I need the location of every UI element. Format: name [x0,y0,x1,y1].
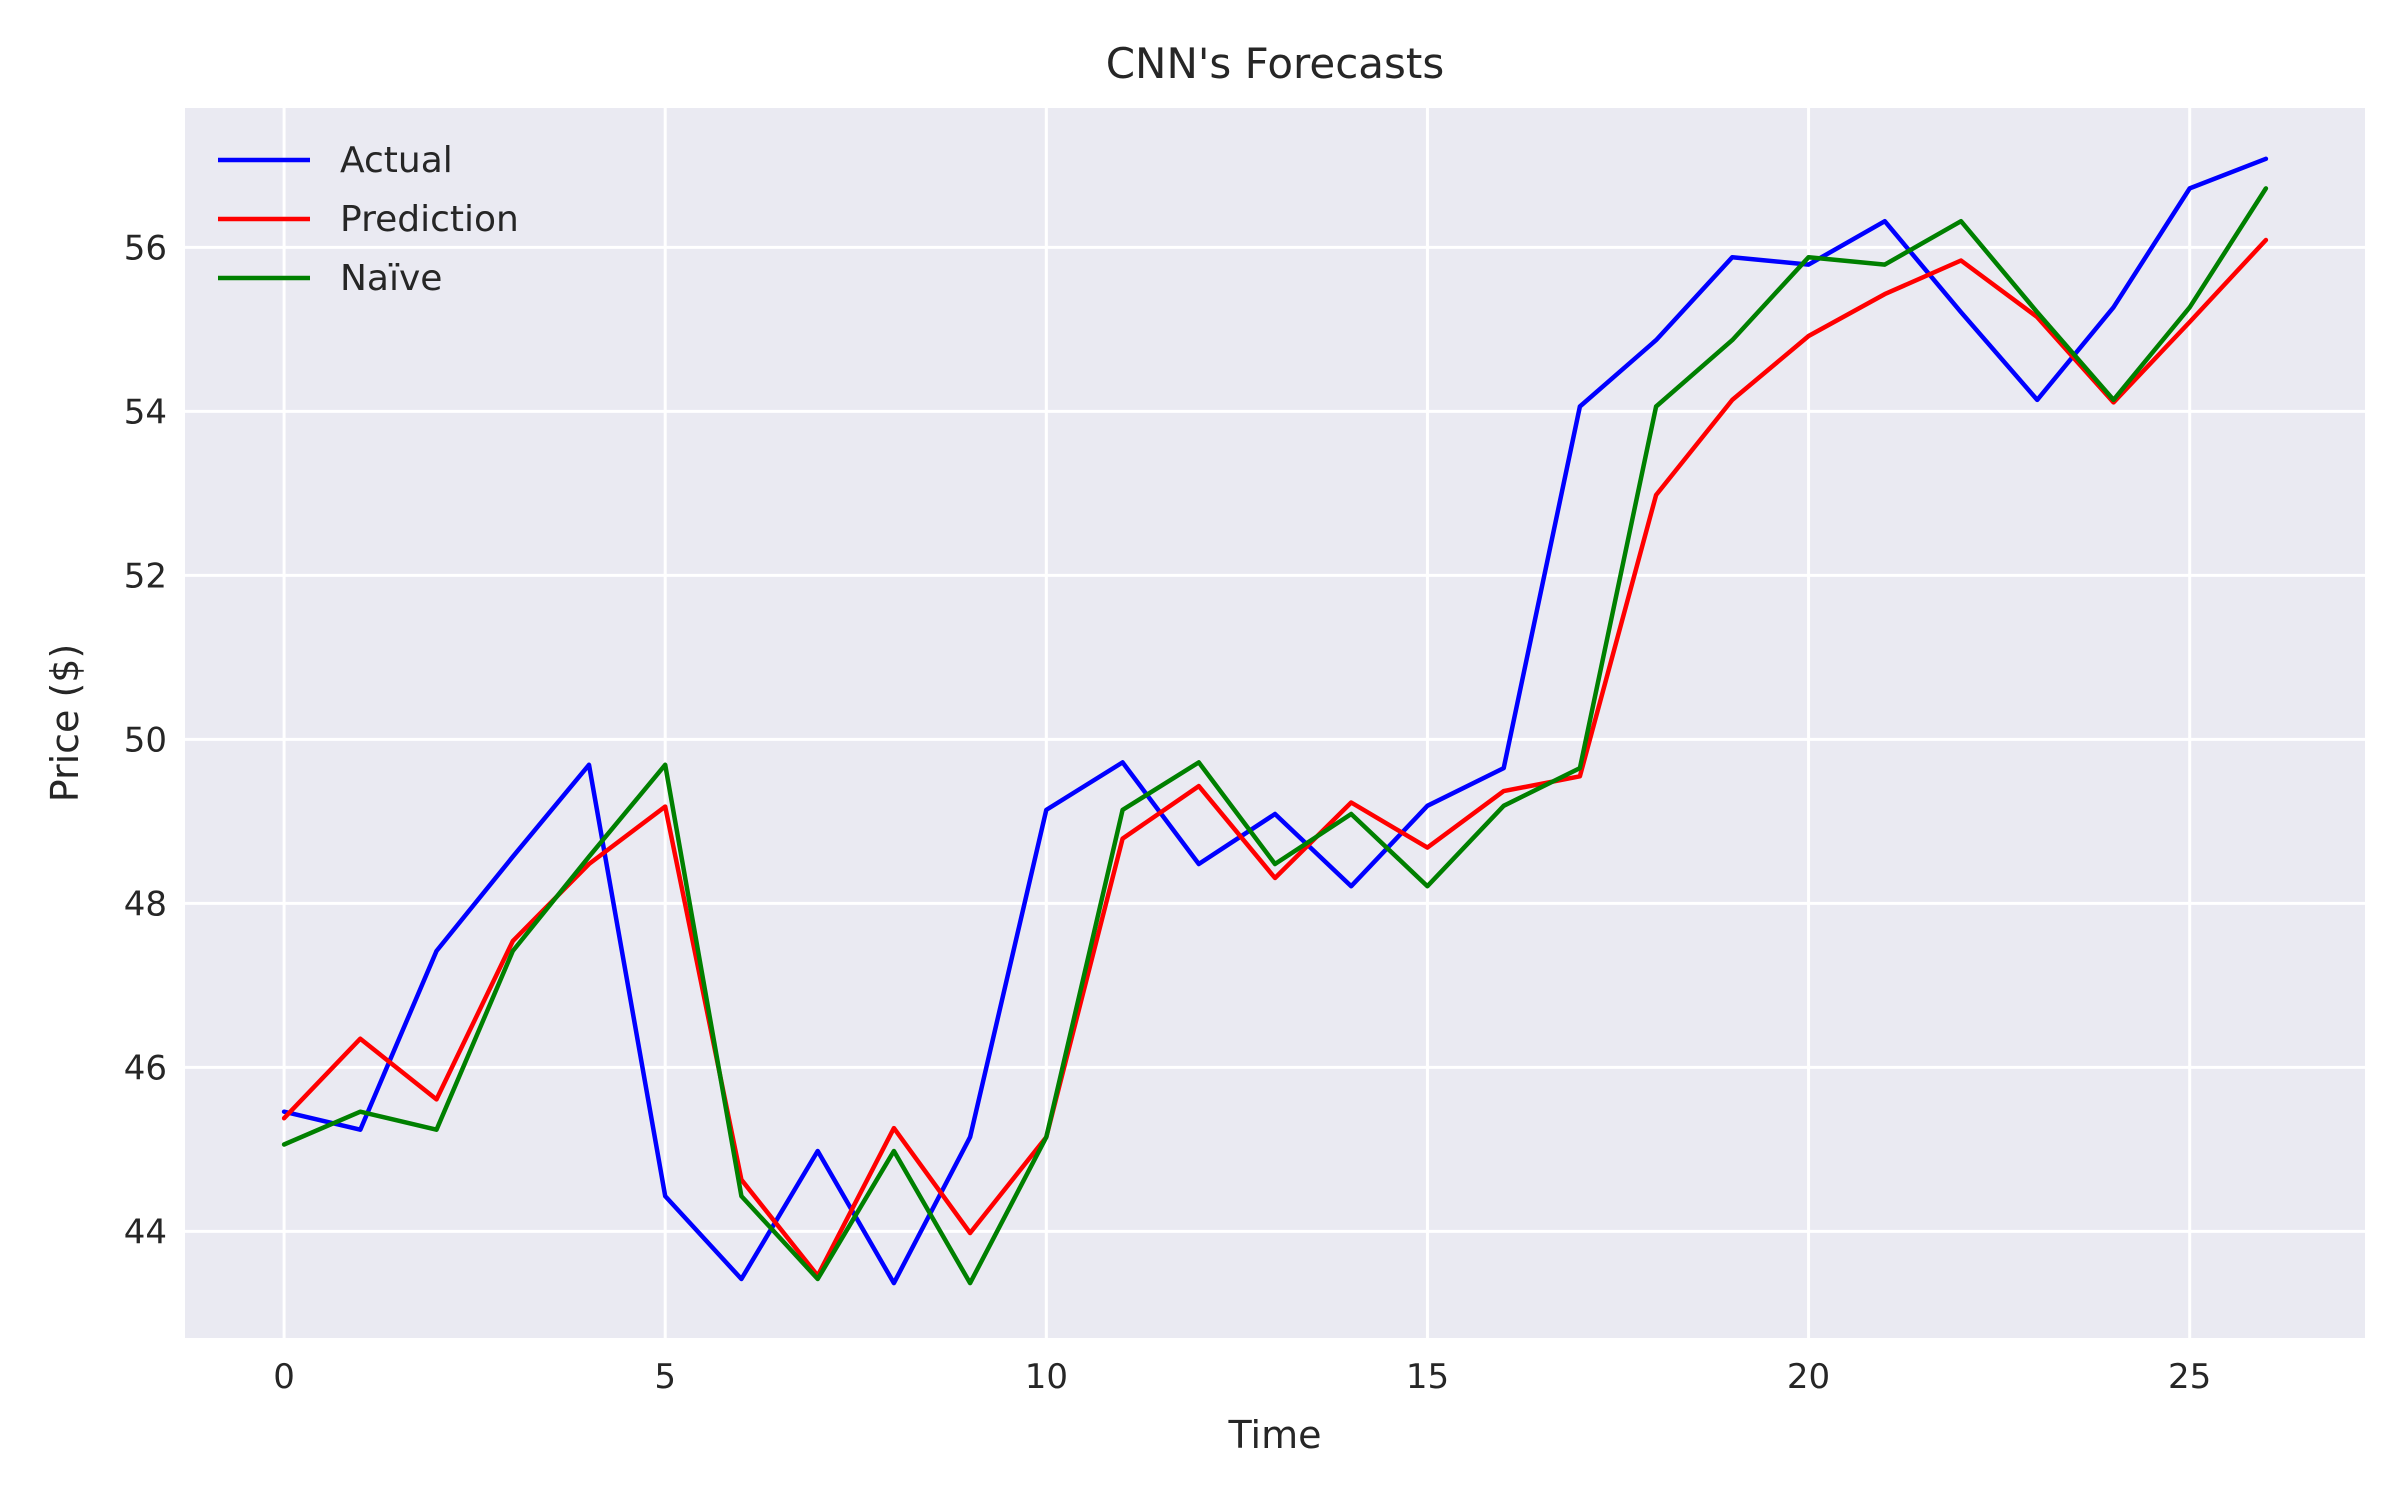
y-tick-label: 56 [124,228,167,268]
series-lines [281,156,2269,1286]
legend-label: Prediction [340,199,519,240]
y-tick-label: 46 [124,1048,167,1088]
y-tick-label: 44 [124,1212,167,1252]
plot-area [185,108,2365,1338]
legend-label: Naïve [340,258,442,299]
x-tick-label: 10 [1025,1357,1068,1397]
x-gridlines [282,108,2192,1338]
x-tick-label: 0 [273,1357,295,1397]
legend: Actual Prediction Naïve [218,140,519,299]
y-tick-label: 50 [124,720,167,760]
x-tick-label: 25 [2168,1357,2211,1397]
x-tick-label: 15 [1406,1357,1449,1397]
series-line-actual [281,156,2269,1286]
series-line-na-ve [281,186,2269,1286]
series-line-prediction [281,237,2269,1278]
y-tick-label: 52 [124,556,167,596]
x-axis-label: Time [1228,1413,1322,1457]
chart-title: CNN's Forecasts [1106,39,1445,88]
y-tick-label: 54 [124,392,167,432]
x-tick-labels: 0 5 10 15 20 25 [273,1357,2211,1397]
y-gridlines [185,245,2365,1233]
y-axis-label: Price ($) [43,644,87,803]
legend-label: Actual [340,140,453,181]
x-tick-label: 5 [654,1357,676,1397]
y-tick-label: 48 [124,884,167,924]
x-tick-label: 20 [1787,1357,1830,1397]
y-tick-labels: 44 46 48 50 52 54 56 [124,228,167,1252]
